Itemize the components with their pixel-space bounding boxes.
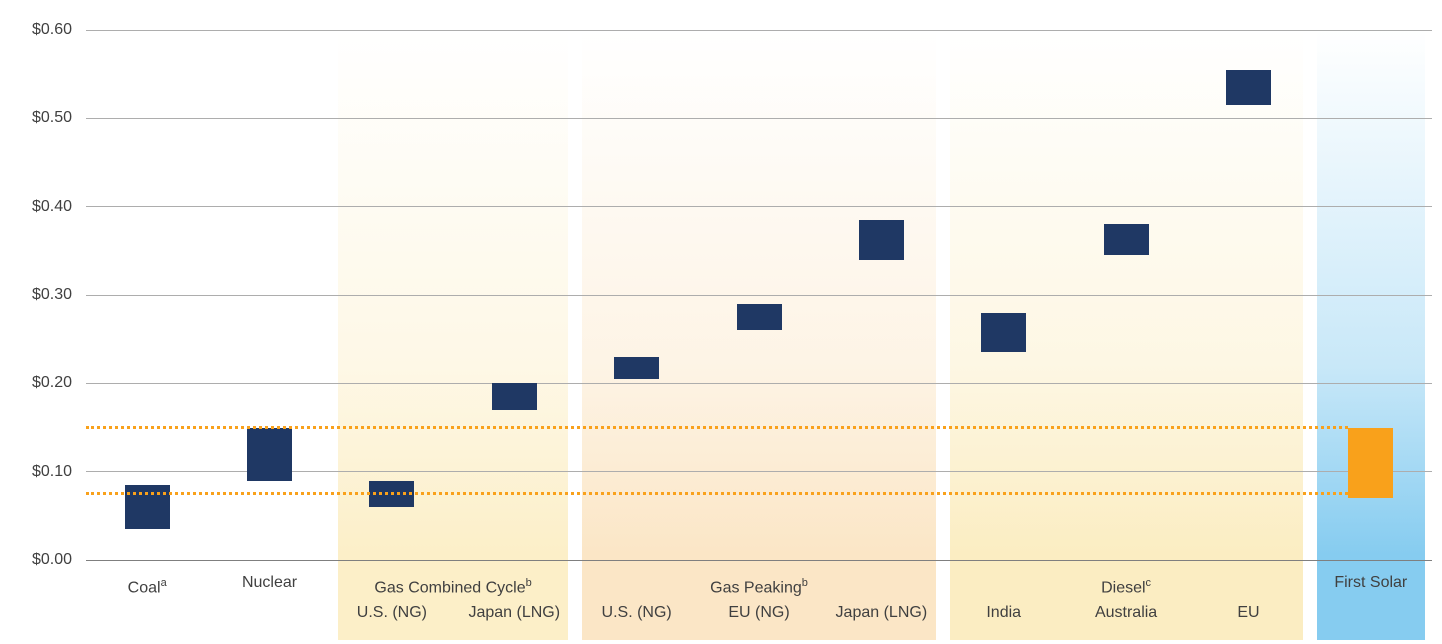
range-bar-gas-peaking-japan-lng — [858, 219, 904, 260]
y-axis-tick-label: $0.20 — [31, 374, 72, 392]
group-panel-first-solar — [1316, 30, 1425, 640]
y-axis-tick-label: $0.30 — [31, 286, 72, 303]
group-label-text: Diesel — [1101, 579, 1146, 597]
group-label-nuclear: Nuclear — [208, 572, 330, 594]
gridline — [86, 294, 1432, 296]
gridline — [86, 117, 1432, 119]
range-bar-diesel-australia — [1103, 224, 1149, 256]
group-panel-gas-peaking — [582, 30, 936, 640]
group-label-text: Gas Peaking — [710, 579, 802, 597]
group-label-footnote: c — [1145, 577, 1152, 589]
group-label-text: Coal — [127, 579, 161, 597]
bar-sublabel-eu-ng: EU (NG) — [728, 604, 790, 621]
y-axis-tick-label: $0.10 — [31, 462, 72, 480]
range-bar-gas-combined-cycle-japan-lng — [491, 383, 537, 410]
range-bar-nuclear — [247, 427, 293, 481]
reference-line — [86, 492, 1349, 496]
group-label-gas-combined-cycle: Gas Combined Cycleb — [331, 572, 576, 599]
y-axis-tick-label: $0.60 — [31, 21, 72, 38]
range-bar-diesel-eu — [1225, 69, 1271, 106]
group-label-first-solar: First Solar — [1310, 572, 1432, 594]
bar-sublabel-japan-lng: Japan (LNG) — [835, 604, 928, 621]
group-label-gas-peaking: Gas Peakingb — [575, 572, 942, 599]
group-label-footnote: b — [801, 577, 808, 589]
range-bar-gas-peaking-u-s-ng — [614, 356, 660, 379]
range-bar-diesel-india — [981, 312, 1027, 353]
group-label-footnote: b — [525, 577, 532, 589]
group-label-text: First Solar — [1334, 574, 1408, 591]
x-axis-line — [86, 559, 1432, 561]
range-bar-first-solar — [1348, 427, 1394, 499]
group-panel-gas-combined-cycle — [337, 30, 569, 640]
bar-sublabel-u-s-ng: U.S. (NG) — [356, 604, 427, 621]
y-axis-tick-label: $0.00 — [31, 551, 72, 568]
group-label-diesel: Dieselc — [943, 572, 1310, 599]
gridline — [86, 471, 1432, 473]
bar-sublabel-u-s-ng: U.S. (NG) — [601, 604, 672, 621]
reference-line — [86, 426, 1349, 429]
gridline — [86, 206, 1432, 208]
gridline — [86, 382, 1432, 384]
range-bar-gas-peaking-eu-ng — [736, 303, 782, 331]
group-label-coal: Coala — [86, 572, 208, 599]
group-label-footnote: a — [160, 577, 167, 589]
bar-sublabel-eu: EU — [1237, 604, 1260, 621]
group-label-text: Gas Combined Cycle — [374, 579, 526, 597]
y-axis-tick-label: $0.50 — [31, 109, 72, 127]
bar-sublabel-japan-lng: Japan (LNG) — [468, 604, 561, 621]
bar-sublabel-australia: Australia — [1094, 604, 1158, 621]
gridline — [86, 29, 1432, 31]
bar-sublabel-india: India — [986, 604, 1022, 621]
y-axis-tick-label: $0.40 — [31, 197, 72, 215]
group-label-text: Nuclear — [241, 574, 298, 591]
